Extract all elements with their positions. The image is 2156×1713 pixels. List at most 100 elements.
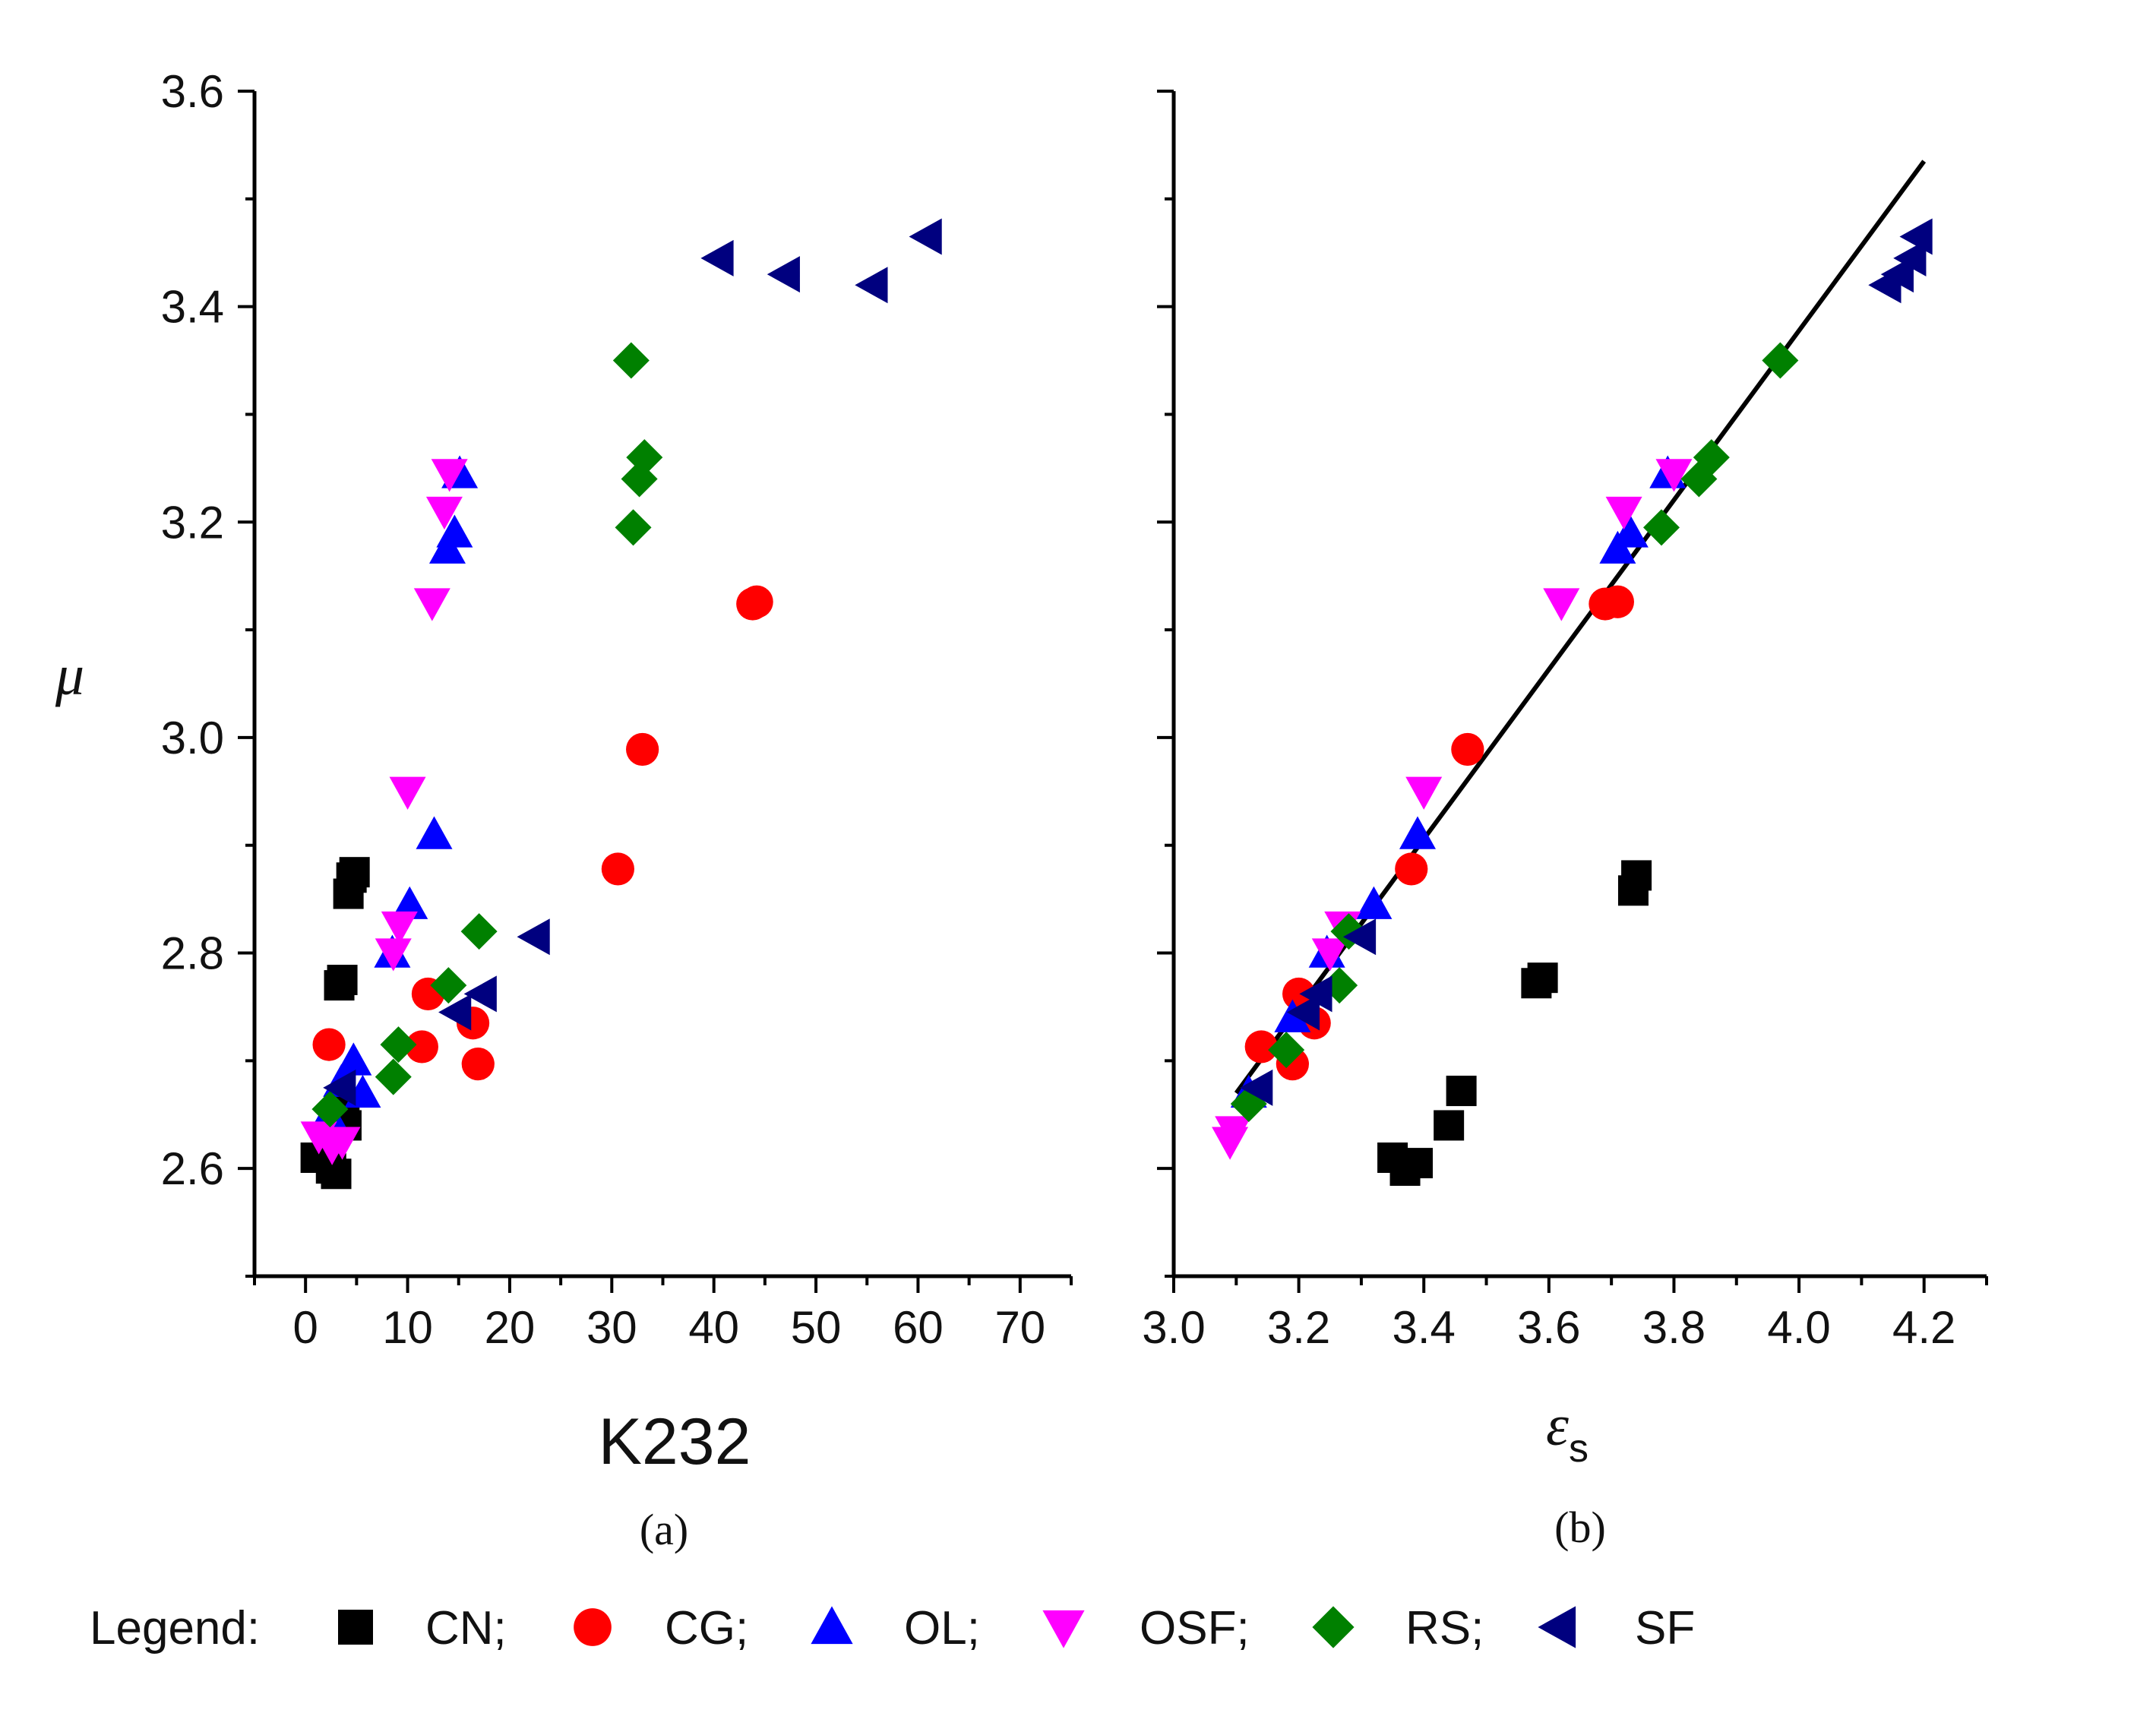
panel-a-point-ol — [416, 816, 453, 849]
panel-a-data-points — [300, 218, 942, 1190]
panel-b-x-axis-title: εs — [1546, 1394, 1589, 1471]
panel-b-point-cn — [1621, 860, 1652, 891]
panel-a-x-axis-title: K232 — [599, 1405, 751, 1478]
panel-b-point-cg — [1395, 852, 1428, 886]
panel-b-point-osf — [1405, 776, 1443, 810]
panel-a-x-tick-label: 40 — [688, 1302, 739, 1353]
panel-b-point-cg — [1601, 585, 1634, 618]
y-tick-label: 3.0 — [161, 713, 224, 763]
panel-a-x-tick-label: 70 — [994, 1302, 1045, 1353]
panel-b-point-osf — [1655, 459, 1693, 492]
panel-b-point-sf — [1286, 994, 1320, 1031]
panel-b-point-osf — [1543, 588, 1580, 621]
panel-b-point-sf — [1880, 256, 1914, 293]
panel-a-label: (a) — [640, 1505, 688, 1554]
panel-a-point-rs — [612, 342, 650, 379]
panel-b-x-tick-label: 3.2 — [1267, 1302, 1330, 1353]
y-tick-label: 3.4 — [161, 282, 224, 333]
panel-b-point-osf — [1311, 938, 1348, 972]
legend-label-sf: SF — [1635, 1602, 1695, 1655]
panel-a-point-rs — [311, 1091, 349, 1128]
panel-a-point-sf — [700, 239, 734, 277]
panel-a-point-sf — [767, 256, 800, 293]
panel-a-x-tick-label: 0 — [293, 1302, 318, 1353]
y-tick-label: 2.6 — [161, 1143, 224, 1194]
panel-b-point-ol — [1399, 816, 1436, 849]
panel-b-x-tick-label: 4.0 — [1767, 1302, 1830, 1353]
panel-a-point-osf — [375, 938, 412, 972]
panel-b-data-points — [1212, 160, 1933, 1187]
panel-a-x-tick-label: 50 — [791, 1302, 842, 1353]
panel-b-point-cn — [1527, 962, 1558, 994]
panel-b-point-cg — [1451, 732, 1484, 766]
panel-b-point-cn — [1446, 1076, 1477, 1107]
panel-b-point-cn — [1402, 1148, 1433, 1179]
y-tick-label: 3.2 — [161, 497, 224, 548]
panel-a-point-sf — [855, 267, 888, 304]
panel-a-point-cn — [321, 1158, 352, 1190]
y-axis-title: μ — [55, 643, 84, 707]
panel-a-point-osf — [431, 459, 468, 492]
panel-b-point-osf — [1605, 496, 1642, 530]
legend-title: Legend: — [90, 1602, 260, 1655]
panel-a: 2.6 2.8 3.0 3.2 3.4 3.6 0 10 20 30 40 50 60 70 K232 μ… — [55, 66, 1073, 1554]
panel-b-x-tick-label: 4.2 — [1892, 1302, 1955, 1353]
panel-b-x-tick-label: 3.0 — [1142, 1302, 1205, 1353]
panel-b-point-rs — [1268, 1032, 1305, 1069]
panel-b-x-tick-label: 3.4 — [1393, 1302, 1456, 1353]
legend-marker-rs — [1312, 1606, 1355, 1648]
panel-b-point-rs — [1643, 509, 1680, 546]
legend-marker-osf — [1042, 1610, 1085, 1648]
panel-b-point-sf — [1893, 239, 1927, 277]
panel-b-point-rs — [1693, 439, 1730, 476]
panel-b-x-axis-subscript: s — [1569, 1427, 1589, 1471]
legend-marker-sf — [1538, 1606, 1576, 1648]
panel-a-ticks: 2.6 2.8 3.0 3.2 3.4 3.6 0 10 20 30 40 50 60 70 — [161, 66, 1073, 1353]
panel-a-x-tick-label: 30 — [586, 1302, 637, 1353]
panel-a-point-ol — [335, 1042, 372, 1076]
panel-b-x-axis-symbol: ε — [1546, 1394, 1569, 1458]
panel-a-point-rs — [460, 913, 498, 950]
panel-b-axes — [1171, 91, 1987, 1278]
panel-a-point-rs — [380, 1026, 417, 1064]
panel-a-point-ol — [391, 886, 428, 919]
panel-b-point-cn — [1434, 1110, 1465, 1141]
panel-b-point-sf — [1240, 1069, 1273, 1106]
panel-b-point-ol — [1355, 886, 1393, 919]
panel-a-point-cn — [327, 965, 358, 995]
legend-label-osf: OSF; — [1140, 1602, 1250, 1655]
panel-b-ticks: 3.0 3.2 3.4 3.6 3.8 4.0 4.2 — [1142, 90, 1988, 1353]
panel-a-point-osf — [324, 1127, 361, 1160]
panel-a-point-cg — [461, 1048, 495, 1081]
panel-b-label: (b) — [1554, 1503, 1606, 1552]
panel-b-point-ol — [1274, 999, 1311, 1032]
legend: Legend: CN; CG; OL; OSF; RS; SF — [90, 1602, 1695, 1655]
panel-b-x-tick-label: 3.6 — [1517, 1302, 1580, 1353]
legend-marker-ol — [811, 1606, 853, 1645]
panel-a-point-rs — [626, 439, 663, 476]
legend-label-rs: RS; — [1405, 1602, 1484, 1655]
legend-label-cn: CN; — [425, 1602, 507, 1655]
panel-a-point-osf — [425, 496, 463, 530]
panel-a-point-rs — [615, 509, 652, 546]
panel-a-point-ol — [436, 514, 473, 548]
panel-a-x-tick-label: 60 — [893, 1302, 944, 1353]
panel-a-point-rs — [430, 967, 467, 1004]
legend-label-cg: CG; — [665, 1602, 748, 1655]
panel-a-point-cg — [626, 732, 659, 766]
panel-a-point-sf — [438, 994, 472, 1031]
panel-b-point-osf — [1215, 1116, 1252, 1149]
panel-a-point-cg — [601, 852, 634, 886]
panel-a-point-cg — [312, 1028, 346, 1061]
legend-marker-cg — [574, 1608, 612, 1646]
panel-b-x-tick-label: 3.8 — [1642, 1302, 1706, 1353]
panel-a-point-cg — [405, 1030, 438, 1064]
panel-a-point-osf — [413, 588, 450, 621]
panel-a-point-rs — [375, 1058, 412, 1095]
panel-a-point-cn — [339, 857, 370, 888]
panel-b-point-sf — [1342, 918, 1377, 956]
panel-a-point-sf — [323, 1069, 356, 1106]
legend-items: CN; CG; OL; OSF; RS; SF — [338, 1602, 1695, 1655]
